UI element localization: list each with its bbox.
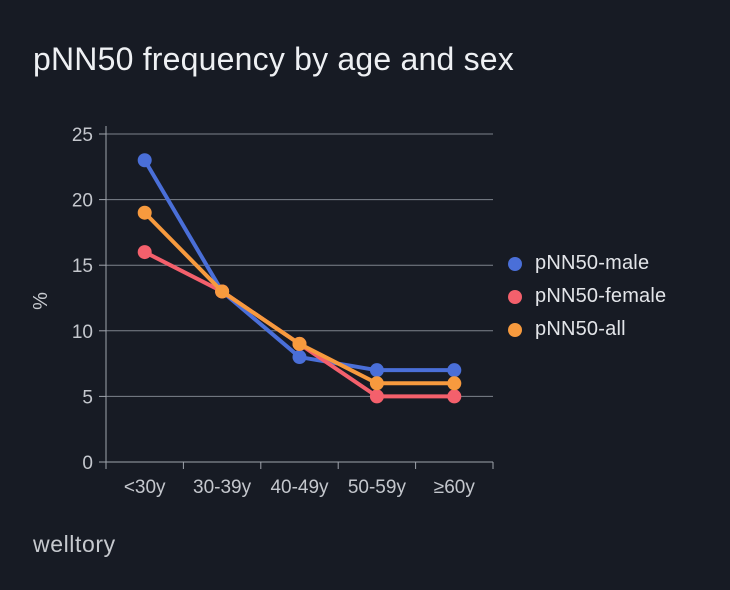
pnn50-female-point xyxy=(447,389,462,404)
pnn50-all-point xyxy=(215,284,230,299)
pnn50-all-point xyxy=(447,376,462,391)
pnn50-male-point xyxy=(447,363,462,378)
pnn50-male-point xyxy=(137,153,152,168)
y-tick-label: 25 xyxy=(72,125,93,146)
y-tick-label: 20 xyxy=(72,191,93,212)
welltory-logo: welltory xyxy=(33,531,116,557)
pnn50-all-point xyxy=(369,376,384,391)
legend-label-male: pNN50-male xyxy=(535,252,650,274)
y-tick-label: 10 xyxy=(72,322,93,343)
pnn50-male-point xyxy=(369,363,384,378)
legend-item-male: pNN50-male xyxy=(508,247,666,280)
legend-label-female: pNN50-female xyxy=(535,285,667,307)
pnn50-female-point xyxy=(137,245,152,260)
legend: pNN50-male pNN50-female pNN50-all xyxy=(508,247,666,346)
pnn50-all-point xyxy=(292,336,307,351)
x-tick-label: ≥60y xyxy=(434,477,476,498)
pnn50-male-point xyxy=(292,350,307,365)
pnn50-female-line xyxy=(142,250,457,399)
chart-title: pNN50 frequency by age and sex xyxy=(33,41,514,77)
x-tick-label: <30y xyxy=(124,477,166,498)
pnn50-all-point xyxy=(137,205,152,220)
legend-label-all: pNN50-all xyxy=(535,318,626,340)
legend-swatch-all-icon xyxy=(508,322,522,337)
legend-item-female: pNN50-female xyxy=(508,280,666,313)
pnn50-female-point xyxy=(369,389,384,404)
legend-swatch-male-icon xyxy=(508,256,522,271)
y-tick-label: 0 xyxy=(82,453,93,474)
x-tick-label: 40-49y xyxy=(270,477,329,498)
x-tick-label: 30-39y xyxy=(193,477,252,498)
y-tick-label: 5 xyxy=(82,387,93,408)
y-tick-label: 15 xyxy=(72,256,93,277)
legend-item-all: pNN50-all xyxy=(508,313,666,346)
x-tick-label: 50-59y xyxy=(348,477,407,498)
legend-swatch-female-icon xyxy=(508,289,522,304)
